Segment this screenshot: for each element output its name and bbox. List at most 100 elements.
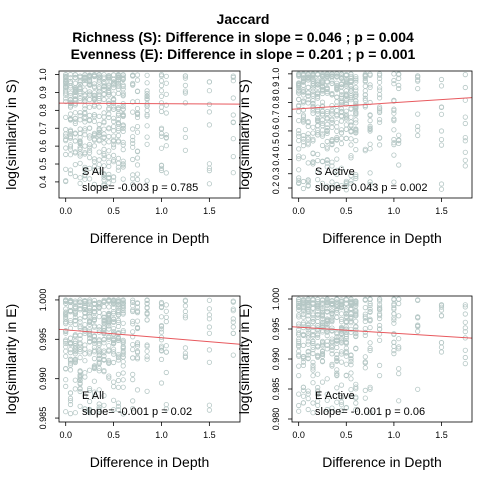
y-tick-label: 0.3	[271, 167, 281, 180]
data-point	[329, 116, 335, 122]
data-point	[367, 306, 373, 312]
data-point	[63, 145, 69, 151]
data-point	[96, 359, 102, 365]
data-point	[111, 159, 117, 165]
data-point	[415, 386, 421, 392]
data-point	[134, 171, 141, 177]
data-point	[438, 142, 445, 148]
data-point	[63, 96, 69, 102]
data-point	[120, 301, 126, 307]
data-point	[77, 316, 83, 322]
data-point	[391, 81, 397, 87]
data-point	[462, 114, 468, 120]
data-point	[120, 113, 126, 119]
data-point	[163, 369, 169, 376]
data-point	[111, 338, 117, 344]
data-point	[230, 136, 236, 142]
data-point	[338, 399, 345, 405]
data-point	[310, 310, 316, 317]
data-point	[77, 151, 83, 157]
data-point	[305, 97, 311, 103]
data-point	[111, 178, 117, 184]
data-point	[67, 135, 74, 141]
data-point	[87, 330, 93, 336]
data-point	[376, 85, 383, 91]
data-point	[206, 324, 212, 330]
data-point	[324, 144, 330, 150]
data-point	[367, 409, 373, 415]
data-point	[72, 72, 78, 78]
data-point	[324, 316, 330, 322]
data-point	[300, 304, 306, 311]
data-point	[300, 185, 306, 192]
data-point	[334, 372, 340, 379]
data-point	[300, 302, 306, 308]
data-point	[87, 104, 93, 110]
data-point	[438, 181, 445, 187]
data-point	[106, 297, 112, 303]
data-point	[91, 297, 98, 304]
data-point	[87, 141, 93, 148]
data-point	[91, 90, 98, 96]
data-point	[134, 343, 141, 349]
data-point	[376, 79, 383, 85]
data-point	[77, 110, 83, 116]
data-point	[182, 354, 188, 360]
data-point	[111, 100, 117, 106]
data-point	[77, 180, 83, 186]
data-point	[391, 305, 397, 311]
data-point	[77, 323, 83, 330]
data-point	[415, 123, 421, 130]
data-point	[106, 375, 112, 381]
data-point	[111, 325, 117, 332]
data-point	[305, 333, 311, 339]
data-point	[206, 88, 212, 94]
data-point	[101, 314, 107, 320]
data-point	[353, 79, 359, 85]
data-point	[396, 75, 402, 82]
data-point	[319, 339, 326, 346]
data-point	[91, 349, 98, 355]
data-point	[300, 71, 306, 77]
y-tick-label: 0.9	[271, 82, 281, 95]
data-point	[396, 346, 402, 352]
plot-frame	[58, 295, 241, 423]
data-point	[315, 312, 321, 318]
data-point	[343, 339, 349, 345]
data-point	[106, 343, 112, 349]
data-point	[63, 310, 69, 317]
data-point	[230, 78, 236, 84]
data-point	[96, 91, 102, 97]
data-point	[72, 120, 78, 127]
data-point	[158, 83, 165, 89]
data-point	[462, 328, 468, 335]
data-point	[334, 82, 340, 89]
data-point	[324, 308, 330, 314]
data-point	[67, 349, 74, 356]
data-point	[63, 377, 69, 383]
y-tick-label: 0.6	[271, 125, 281, 138]
data-point	[324, 332, 330, 339]
data-point	[72, 377, 78, 383]
data-point	[91, 344, 98, 350]
data-point	[82, 151, 88, 157]
data-point	[348, 88, 354, 94]
data-point	[96, 149, 102, 155]
data-point	[391, 140, 397, 146]
data-point	[343, 331, 349, 338]
data-point	[438, 313, 445, 319]
data-point	[329, 71, 335, 78]
data-point	[96, 340, 102, 346]
data-point	[158, 130, 165, 137]
data-point	[101, 152, 107, 158]
data-point	[391, 71, 397, 77]
data-point	[305, 100, 311, 106]
y-tick-label: 0.985	[38, 407, 48, 430]
data-point	[63, 79, 69, 85]
data-point	[324, 157, 330, 163]
data-point	[353, 309, 359, 315]
data-point	[315, 296, 321, 302]
data-point	[319, 351, 326, 357]
data-point	[343, 183, 349, 189]
data-point	[206, 168, 212, 174]
